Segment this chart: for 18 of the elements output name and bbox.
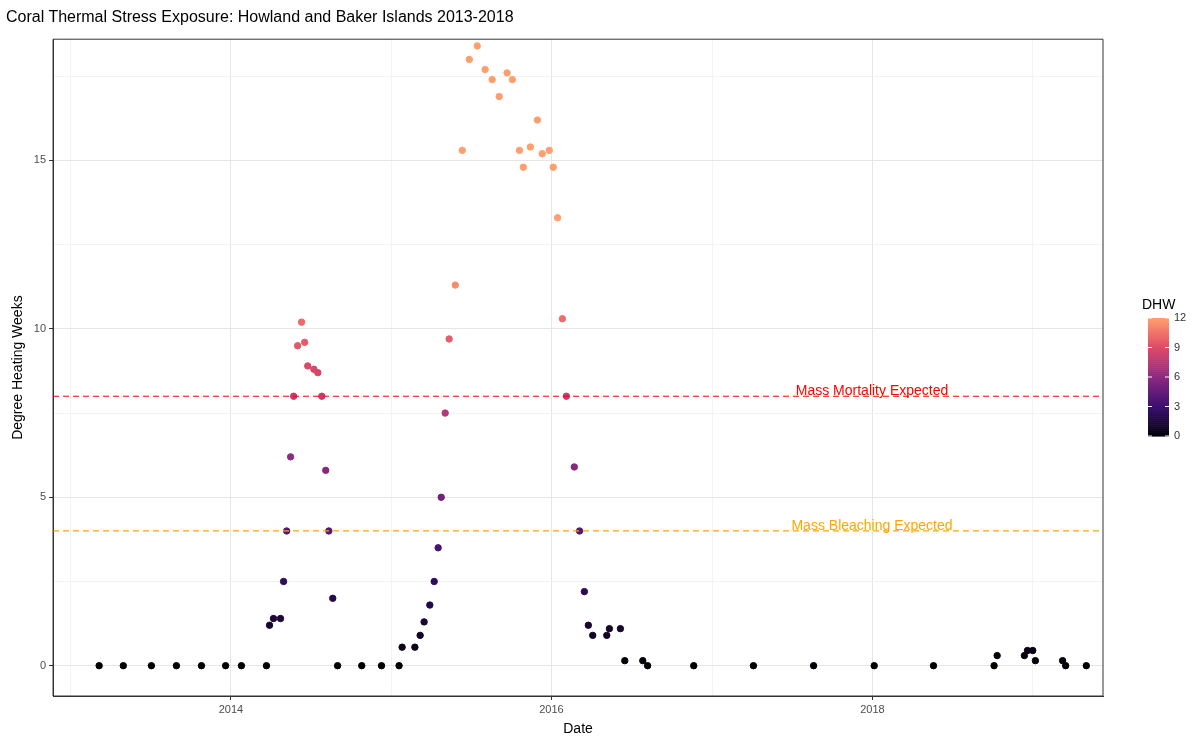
y-tick-label: 10 [33, 321, 47, 334]
color-bar-title: DHW [1142, 295, 1177, 312]
chart-title: Coral Thermal Stress Exposure: Howland and Baker Islands 2013-2018 [6, 8, 514, 26]
y-tick-label: 15 [33, 153, 47, 166]
x-tick-label: 2016 [539, 702, 564, 715]
y-tick-label: 0 [39, 658, 47, 671]
y-tick-label: 5 [39, 490, 47, 503]
x-axis-title: Date [563, 720, 594, 737]
y-axis-title: Degree Heating Weeks [9, 295, 26, 440]
x-tick-label: 2014 [218, 702, 244, 715]
color-bar-label: 6 [1174, 370, 1181, 383]
color-bar-label: 0 [1174, 429, 1181, 442]
color-bar-label: 3 [1174, 399, 1181, 412]
color-bar-label: 12 [1174, 311, 1187, 324]
x-tick-label: 2018 [860, 702, 885, 715]
ref-line-label: Mass Bleaching Expected [791, 516, 953, 533]
color-bar-label: 9 [1174, 340, 1181, 353]
ref-line-label: Mass Mortality Expected [795, 382, 949, 399]
